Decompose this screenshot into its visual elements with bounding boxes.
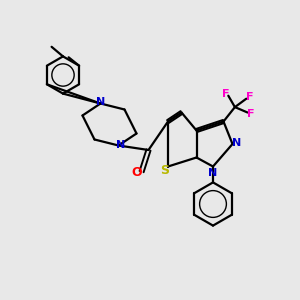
Text: N: N [96, 97, 105, 107]
Text: N: N [208, 167, 217, 178]
Text: N: N [116, 140, 125, 151]
Text: F: F [222, 89, 230, 99]
Text: N: N [232, 137, 242, 148]
Text: O: O [131, 166, 142, 179]
Text: F: F [247, 109, 254, 119]
Text: F: F [246, 92, 253, 102]
Text: S: S [160, 164, 169, 178]
